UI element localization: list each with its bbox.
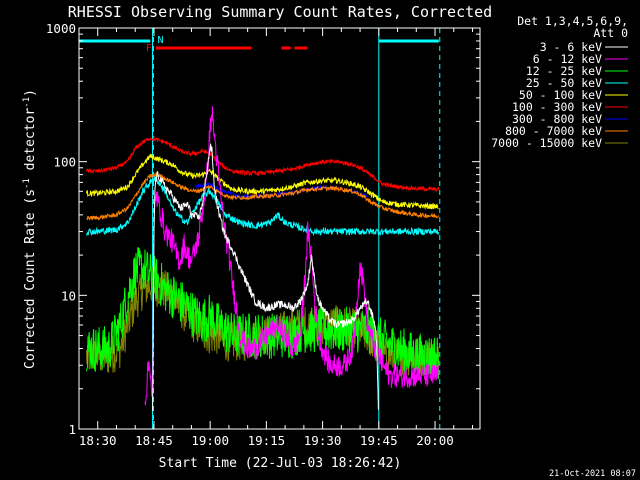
series-line-100-300-kev [86,135,440,193]
legend-label-12-25-kev: 12 - 25 keV [526,64,602,78]
y-tick-label: 10 [61,288,76,303]
x-tick-label: 19:30 [304,433,342,448]
legend-label-800-7000-kev: 800 - 7000 keV [505,124,602,138]
legend-label-25-50-kev: 25 - 50 keV [526,76,602,90]
y-axis-label-sup1: -1 [22,178,32,189]
y-axis-label-sup2: -1 [22,97,32,108]
y-tick-label: 1000 [46,21,76,36]
axes: 18:30 18:45 19:00 19:15 19:30 19:45 20:00 1 10 10… [46,21,480,448]
x-tick-label: 19:15 [248,433,286,448]
chart-title: RHESSI Observing Summary Count Rates, Co… [68,3,492,21]
y-axis-label-main: Corrected Count Rate (s [23,189,38,369]
x-tick-label: 18:30 [79,433,117,448]
x-tick-label: 19:00 [191,433,229,448]
legend-label-100-300-kev: 100 - 300 keV [512,100,602,114]
y-axis-label: Corrected Count Rate (s-1 detector-1) [22,89,38,369]
night-label: N [157,35,163,46]
series-line-50-100-kev [86,153,439,210]
series-line-800-7000-kev [86,171,440,221]
flare-label: F [146,43,152,54]
series-group [86,106,440,411]
legend-label-300-800-kev: 300 - 800 keV [512,112,602,126]
series-line-3-6-kev [152,143,379,411]
x-axis-label: Start Time (22-Jul-03 18:26:42) [159,456,402,471]
legend-label-7000-15000-kev: 7000 - 15000 keV [491,136,602,150]
y-axis-label-mid: detector [23,108,38,179]
x-tick-label: 18:45 [135,433,173,448]
y-tick-label: 1 [68,422,76,437]
plot-frame [78,27,481,430]
legend-label-50-100-kev: 50 - 100 keV [519,88,602,102]
series-line-6-12-kev [144,106,440,406]
series-line-25-50-kev [86,175,440,237]
legend-header-1: Det 1,3,4,5,6,9, [517,14,628,28]
legend-label-3-6-kev: 3 - 6 keV [540,40,602,54]
y-tick-label: 100 [53,155,76,170]
x-tick-label: 19:45 [360,433,398,448]
x-tick-label: 20:00 [416,433,454,448]
series-line-12-25-kev [86,247,440,380]
legend-label-6-12-kev: 6 - 12 keV [533,52,602,66]
footer-date: 21-Oct-2021 08:07 [549,469,636,479]
y-axis-label-end: ) [23,89,38,97]
legend-header-2: Att 0 [593,26,628,40]
